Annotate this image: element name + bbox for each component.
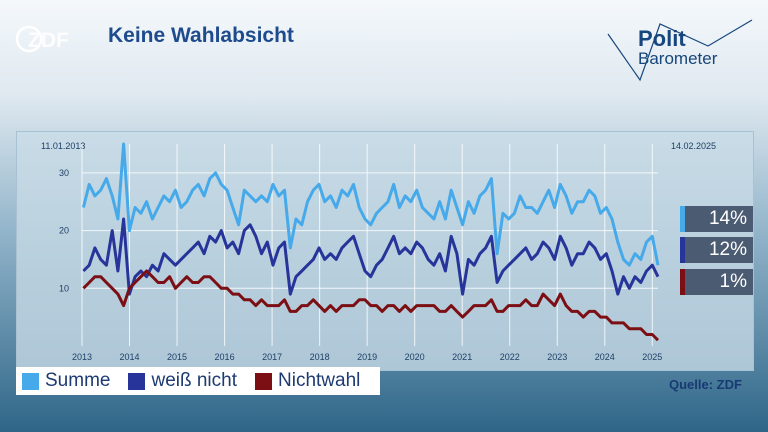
y-tick-label-10: 10 xyxy=(59,283,69,293)
legend: Summe weiß nicht Nichtwahl xyxy=(16,367,380,395)
politbarometer-logo: Polit Barometer xyxy=(607,19,753,82)
x-tick-label-2024: 2024 xyxy=(595,352,615,362)
series-line-nichtwahl xyxy=(82,269,660,342)
legend-label-weiss-nicht: weiß nicht xyxy=(151,370,237,391)
legend-label-summe: Summe xyxy=(45,370,111,391)
x-tick-label-2019: 2019 xyxy=(357,352,377,362)
legend-swatch-nichtwahl xyxy=(255,372,272,390)
legend-item-weiss-nicht: weiß nicht xyxy=(128,370,237,392)
start-date: 11.01.2013 xyxy=(41,141,86,151)
zdf-logo: ZDF xyxy=(15,25,69,53)
y-tick-label-20: 20 xyxy=(59,226,69,236)
x-tick-label-2023: 2023 xyxy=(547,352,567,362)
politbarometer-line1: Polit xyxy=(638,26,686,51)
value-box-nichtwahl: 1% xyxy=(680,269,753,295)
y-tick-label-30: 30 xyxy=(59,168,69,178)
x-tick-label-2014: 2014 xyxy=(120,352,140,362)
value-box-summe-marker xyxy=(680,206,685,232)
value-box-weiss-nicht: 12% xyxy=(680,237,753,263)
x-tick-label-2025: 2025 xyxy=(642,352,662,362)
politbarometer-line2: Barometer xyxy=(638,49,718,68)
x-tick-label-2016: 2016 xyxy=(215,352,235,362)
x-tick-label-2021: 2021 xyxy=(452,352,472,362)
legend-swatch-weiss-nicht xyxy=(128,372,146,390)
legend-label-nichtwahl: Nichtwahl xyxy=(278,370,361,391)
x-tick-label-2017: 2017 xyxy=(262,352,282,362)
line-chart: 2013 2014 2015 2016 2017 2018 2019 2020 2021 2022… xyxy=(59,142,662,362)
source-label: Quelle: ZDF xyxy=(669,377,742,392)
x-tick-label-2022: 2022 xyxy=(500,352,520,362)
value-box-weiss-nicht-marker xyxy=(680,237,685,263)
x-tick-label-2018: 2018 xyxy=(310,352,330,362)
legend-item-nichtwahl: Nichtwahl xyxy=(255,370,360,392)
legend-swatch-summe xyxy=(22,372,39,390)
series-line-summe xyxy=(81,142,660,267)
legend-item-summe: Summe xyxy=(22,370,110,392)
chart-panel: 11.01.2013 14.02.2025 2013 2014 2015 2016 20… xyxy=(16,131,754,371)
zdf-logo-text: ZDF xyxy=(28,29,69,52)
value-summe: 14% xyxy=(708,208,747,229)
zdf-logo-circle xyxy=(15,25,43,53)
x-tick-label-2015: 2015 xyxy=(167,352,187,362)
series-line-weiss-nicht xyxy=(82,217,660,296)
value-weiss-nicht: 12% xyxy=(708,239,747,260)
value-box-nichtwahl-marker xyxy=(680,269,685,295)
end-date: 14.02.2025 xyxy=(671,141,717,151)
page-title: Keine Wahlabsicht xyxy=(108,24,294,47)
x-tick-label-2013: 2013 xyxy=(72,352,92,362)
x-tick-label-2020: 2020 xyxy=(405,352,425,362)
politbarometer-zigzag xyxy=(607,19,753,82)
value-nichtwahl: 1% xyxy=(719,271,747,292)
value-box-summe: 14% xyxy=(680,206,753,232)
